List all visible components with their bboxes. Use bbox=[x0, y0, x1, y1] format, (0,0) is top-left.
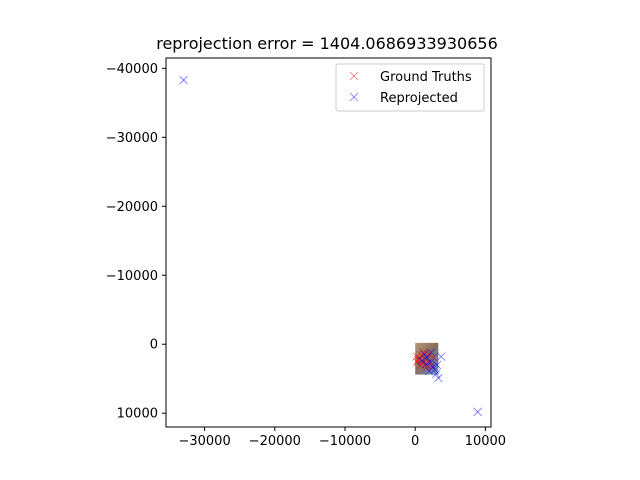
reprojected-point-11 bbox=[424, 366, 434, 376]
plot-frame bbox=[165, 57, 492, 428]
reprojected-point-1 bbox=[473, 407, 482, 417]
x-tick-label: 10000 bbox=[465, 434, 506, 449]
y-tick-label: −30000 bbox=[106, 131, 158, 146]
y-tick-label: −40000 bbox=[106, 62, 158, 77]
reprojected-point-0 bbox=[179, 75, 188, 85]
reprojected-point-9 bbox=[420, 350, 429, 359]
y-tick-label: 10000 bbox=[117, 407, 158, 422]
x-tick-label: −30000 bbox=[178, 434, 230, 449]
legend-label-ground-truths: Ground Truths bbox=[380, 70, 472, 85]
legend-x-blue bbox=[349, 92, 359, 102]
legend-x-red bbox=[349, 71, 359, 81]
reprojected-point-12 bbox=[432, 360, 442, 370]
chart-title: reprojection error = 1404.0686933930656 bbox=[156, 34, 498, 53]
legend-marker-ground-truths bbox=[349, 71, 359, 81]
ground-truth-point-10 bbox=[429, 353, 438, 362]
reprojected-point-4 bbox=[436, 352, 446, 361]
reprojected-point-10 bbox=[417, 356, 426, 366]
plot-points bbox=[179, 75, 482, 417]
y-tick-label: 0 bbox=[150, 338, 158, 353]
reprojected-point-6 bbox=[426, 357, 435, 367]
reprojected-point-2 bbox=[434, 373, 443, 383]
legend-marker-reprojected bbox=[349, 92, 359, 102]
x-axis: −30000 −20000 −10000 0 10000 bbox=[178, 427, 506, 449]
legend-box bbox=[335, 63, 485, 112]
reprojected-point-14 bbox=[427, 348, 436, 357]
y-axis: −40000 −30000 −20000 −10000 0 10000 bbox=[106, 62, 166, 422]
reprojected-point-13 bbox=[422, 359, 431, 369]
reprojected-point-8 bbox=[428, 362, 438, 372]
y-tick-label: −10000 bbox=[106, 269, 158, 284]
y-tick-label: −20000 bbox=[106, 200, 158, 215]
x-tick-label: −10000 bbox=[319, 434, 371, 449]
legend: Ground Truths Reprojected bbox=[335, 63, 485, 112]
ground-truth-point-13 bbox=[419, 348, 428, 357]
x-tick-label: 0 bbox=[411, 434, 419, 449]
x-tick-label: −20000 bbox=[249, 434, 301, 449]
legend-label-reprojected: Reprojected bbox=[380, 91, 458, 106]
ground-truth-point-1 bbox=[413, 355, 423, 365]
